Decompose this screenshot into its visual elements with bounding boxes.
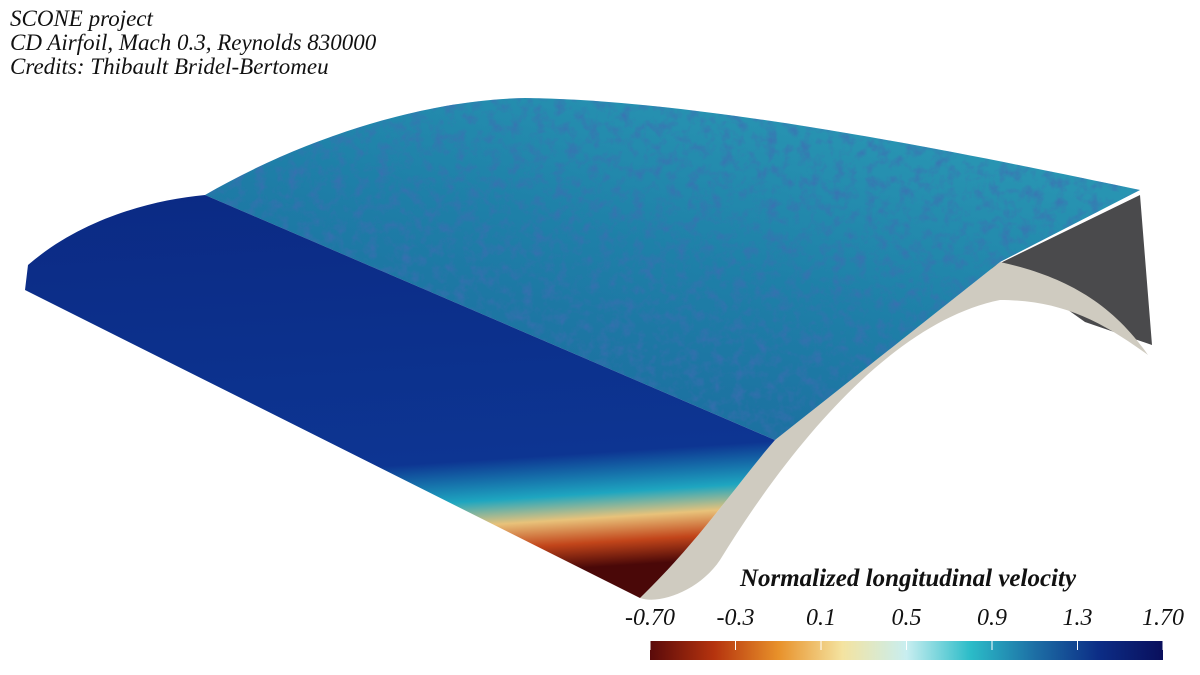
tick-label: 0.5 xyxy=(892,605,922,631)
colorbar: Normalized longitudinal velocity -0.70 -0.… xyxy=(625,565,1184,660)
tick-label: -0.3 xyxy=(717,605,755,631)
header-line: Credits: Thibault Bridel-Bertomeu xyxy=(10,54,329,79)
tick-label: 1.70 xyxy=(1142,605,1184,631)
turbulent-texture xyxy=(205,98,1140,440)
header-line: SCONE project xyxy=(10,6,153,31)
tick-label: 0.9 xyxy=(977,605,1007,631)
colorbar-gradient xyxy=(650,641,1163,660)
header-line: CD Airfoil, Mach 0.3, Reynolds 830000 xyxy=(10,30,377,55)
tick-label: 0.1 xyxy=(806,605,836,631)
tick-label: 1.3 xyxy=(1063,605,1093,631)
inner-surface xyxy=(990,195,1152,345)
tick-label: -0.70 xyxy=(625,605,675,631)
leading-surface xyxy=(25,195,775,598)
side-surface xyxy=(640,262,1148,600)
colorbar-title: Normalized longitudinal velocity xyxy=(739,565,1077,592)
